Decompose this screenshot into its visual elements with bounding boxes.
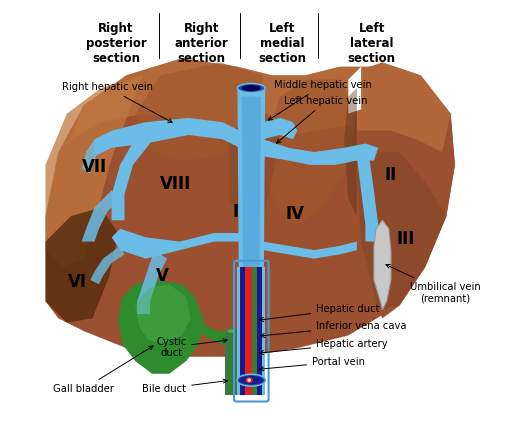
Polygon shape	[263, 118, 297, 139]
Polygon shape	[45, 75, 144, 267]
Polygon shape	[45, 207, 118, 323]
Polygon shape	[267, 79, 357, 225]
Polygon shape	[111, 229, 240, 259]
Polygon shape	[357, 152, 446, 310]
Polygon shape	[118, 280, 203, 374]
Text: Gall bladder: Gall bladder	[53, 346, 153, 394]
Text: I: I	[232, 203, 238, 221]
Text: Left
lateral
section: Left lateral section	[348, 22, 396, 65]
Text: Bile duct: Bile duct	[143, 379, 227, 394]
Ellipse shape	[239, 376, 264, 384]
Text: II: II	[385, 166, 397, 184]
Polygon shape	[353, 63, 455, 318]
Text: Left
medial
section: Left medial section	[258, 22, 306, 65]
Polygon shape	[374, 220, 391, 310]
Polygon shape	[95, 118, 240, 156]
Polygon shape	[365, 220, 391, 267]
Polygon shape	[90, 246, 124, 284]
Polygon shape	[263, 241, 357, 259]
Polygon shape	[195, 318, 237, 344]
Polygon shape	[45, 58, 455, 357]
Text: V: V	[156, 267, 169, 285]
Text: III: III	[397, 230, 415, 248]
Polygon shape	[111, 135, 150, 220]
Polygon shape	[344, 88, 357, 216]
Polygon shape	[263, 139, 378, 165]
Text: Portal vein: Portal vein	[260, 357, 365, 371]
Ellipse shape	[245, 377, 253, 383]
Ellipse shape	[247, 378, 251, 382]
Text: VIII: VIII	[160, 175, 191, 193]
Ellipse shape	[237, 374, 266, 386]
Polygon shape	[229, 114, 280, 225]
Text: Middle hepatic vein: Middle hepatic vein	[268, 80, 372, 120]
Polygon shape	[224, 331, 237, 395]
Polygon shape	[137, 250, 167, 314]
Polygon shape	[357, 63, 450, 152]
Text: VII: VII	[82, 158, 107, 176]
Polygon shape	[71, 58, 450, 152]
Polygon shape	[118, 165, 242, 331]
Text: Cystic
duct: Cystic duct	[156, 337, 227, 358]
Polygon shape	[242, 97, 261, 395]
Text: Hepatic artery: Hepatic artery	[260, 339, 388, 355]
Text: Right
anterior
section: Right anterior section	[174, 22, 228, 65]
Text: Right hepatic vein: Right hepatic vein	[62, 83, 172, 123]
Polygon shape	[135, 284, 190, 344]
Polygon shape	[240, 267, 262, 395]
Polygon shape	[252, 267, 257, 395]
Ellipse shape	[224, 329, 237, 334]
Text: IV: IV	[286, 205, 304, 223]
Text: Left hepatic vein: Left hepatic vein	[276, 96, 368, 143]
Ellipse shape	[242, 85, 261, 91]
Text: VI: VI	[68, 273, 87, 291]
Text: Umbilical vein
(remnant): Umbilical vein (remnant)	[386, 264, 481, 304]
Text: Inferior vena cava: Inferior vena cava	[261, 321, 407, 337]
Polygon shape	[245, 267, 251, 395]
Polygon shape	[82, 191, 120, 241]
Polygon shape	[82, 139, 99, 173]
Polygon shape	[237, 267, 265, 395]
Text: Right
posterior
section: Right posterior section	[86, 22, 146, 65]
Ellipse shape	[237, 83, 265, 93]
Text: Hepatic duct: Hepatic duct	[260, 304, 380, 321]
Ellipse shape	[227, 330, 235, 333]
Polygon shape	[348, 67, 361, 114]
Polygon shape	[135, 63, 263, 161]
Polygon shape	[357, 156, 378, 241]
Polygon shape	[237, 88, 265, 395]
